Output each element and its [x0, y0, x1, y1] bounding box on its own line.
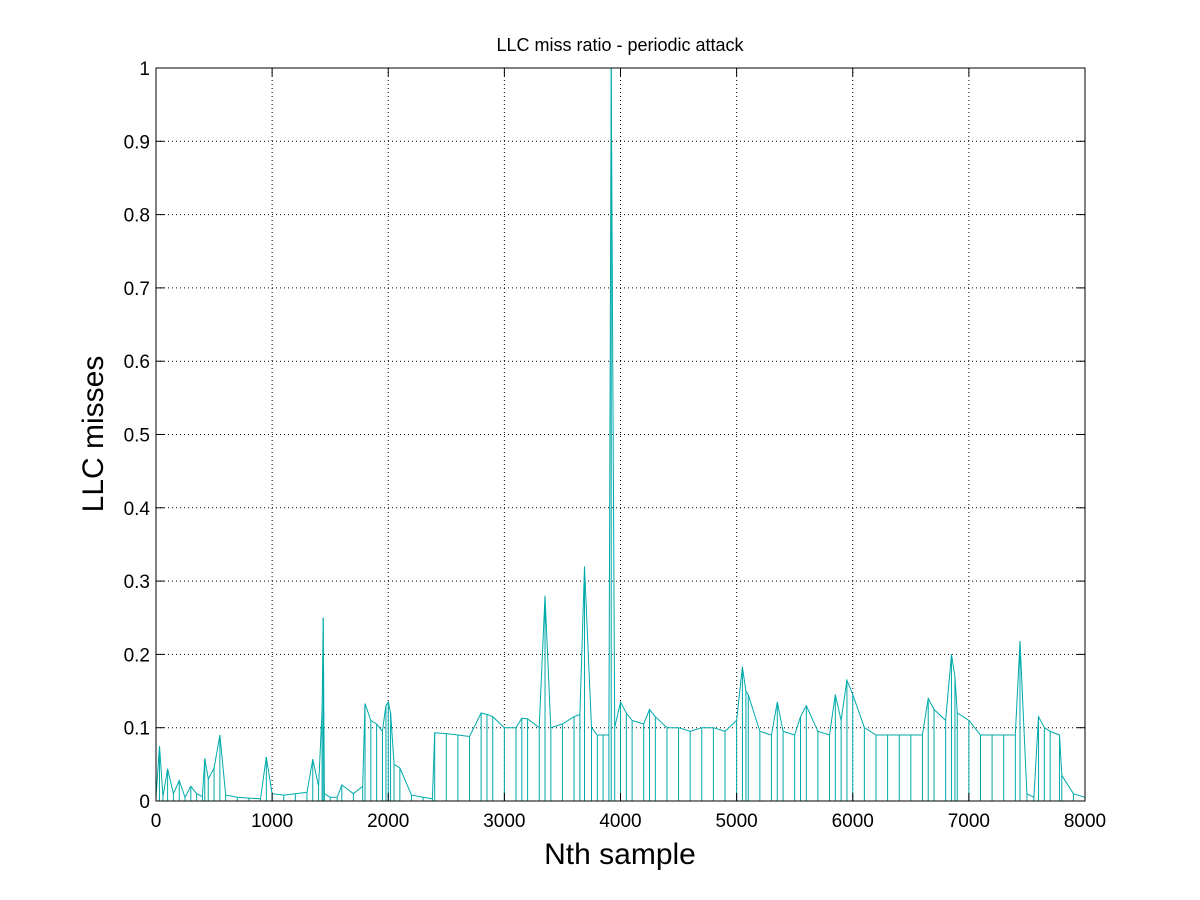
x-tick-label: 1000: [251, 811, 293, 832]
x-tick-label: 4000: [599, 811, 641, 832]
x-axis-title: Nth sample: [544, 838, 696, 871]
y-tick-label: 0.6: [124, 352, 150, 373]
y-tick-label: 0.4: [124, 499, 151, 520]
y-tick-label: 1: [139, 59, 150, 80]
y-tick-label: 0.8: [124, 206, 150, 227]
series-line: [155, 67, 1086, 800]
y-tick-label: 0.7: [124, 279, 150, 300]
x-tick-label: 5000: [715, 811, 757, 832]
x-tick-labels: 0 1000 2000 3000 4000 5000 6000 7000 8000: [151, 811, 1106, 832]
x-tick-label: 2000: [367, 811, 409, 832]
chart-title: LLC miss ratio - periodic attack: [496, 35, 744, 55]
y-tick-label: 0: [139, 792, 150, 813]
y-tick-label: 0.9: [124, 132, 150, 153]
y-tick-labels: 0 0.1 0.2 0.3 0.4 0.5 0.6 0.7 0.8 0.9 1: [124, 59, 151, 813]
y-tick-label: 0.1: [124, 719, 150, 740]
x-tick-label: 6000: [832, 811, 874, 832]
axis-ticks: [155, 67, 1086, 802]
y-axis-title: LLC misses: [77, 356, 110, 513]
x-tick-label: 3000: [483, 811, 525, 832]
x-tick-label: 8000: [1064, 811, 1106, 832]
x-tick-label: 0: [151, 811, 162, 832]
y-tick-label: 0.5: [124, 426, 150, 447]
x-tick-label: 7000: [948, 811, 990, 832]
data-series: [155, 67, 1086, 801]
y-tick-label: 0.3: [124, 572, 150, 593]
y-tick-label: 0.2: [124, 645, 150, 666]
